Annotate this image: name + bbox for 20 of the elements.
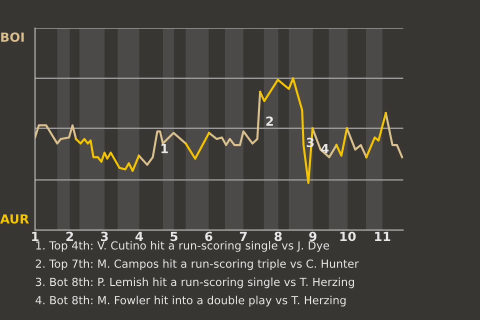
- x-tick-label: 1: [32, 232, 39, 241]
- x-tick-label: 10: [340, 232, 356, 242]
- annotation: 1: [161, 144, 168, 154]
- x-tick-label: 11: [375, 232, 390, 241]
- x-tick-label: 9: [309, 232, 316, 242]
- x-tick-label: 8: [274, 232, 282, 242]
- annotation: 2: [266, 116, 273, 126]
- x-tick-label: 7: [240, 232, 247, 241]
- text: 3. Bot 8th: P. Lemish hit a run-scoring single vs T. Herzing: [36, 278, 354, 288]
- annotation: 4: [321, 144, 329, 154]
- text: 2. Top 7th: M. Campos hit a run-scoring triple vs C. Hunter: [36, 259, 359, 270]
- x-tick-label: 2: [66, 232, 74, 241]
- text: 1. Top 4th: V. Cutino hit a run-scoring single vs J. Dye: [36, 241, 330, 252]
- x-tick-label: 3: [100, 232, 108, 242]
- x-tick-label: 5: [170, 232, 178, 242]
- x-tick-label: 6: [205, 232, 212, 242]
- text: BOI: [1, 32, 24, 42]
- text: 4. Bot 8th: M. Fowler hit into a double play vs T. Herzing: [36, 296, 346, 306]
- text: AUR: [0, 214, 29, 224]
- x-tick-label: 4: [135, 232, 144, 241]
